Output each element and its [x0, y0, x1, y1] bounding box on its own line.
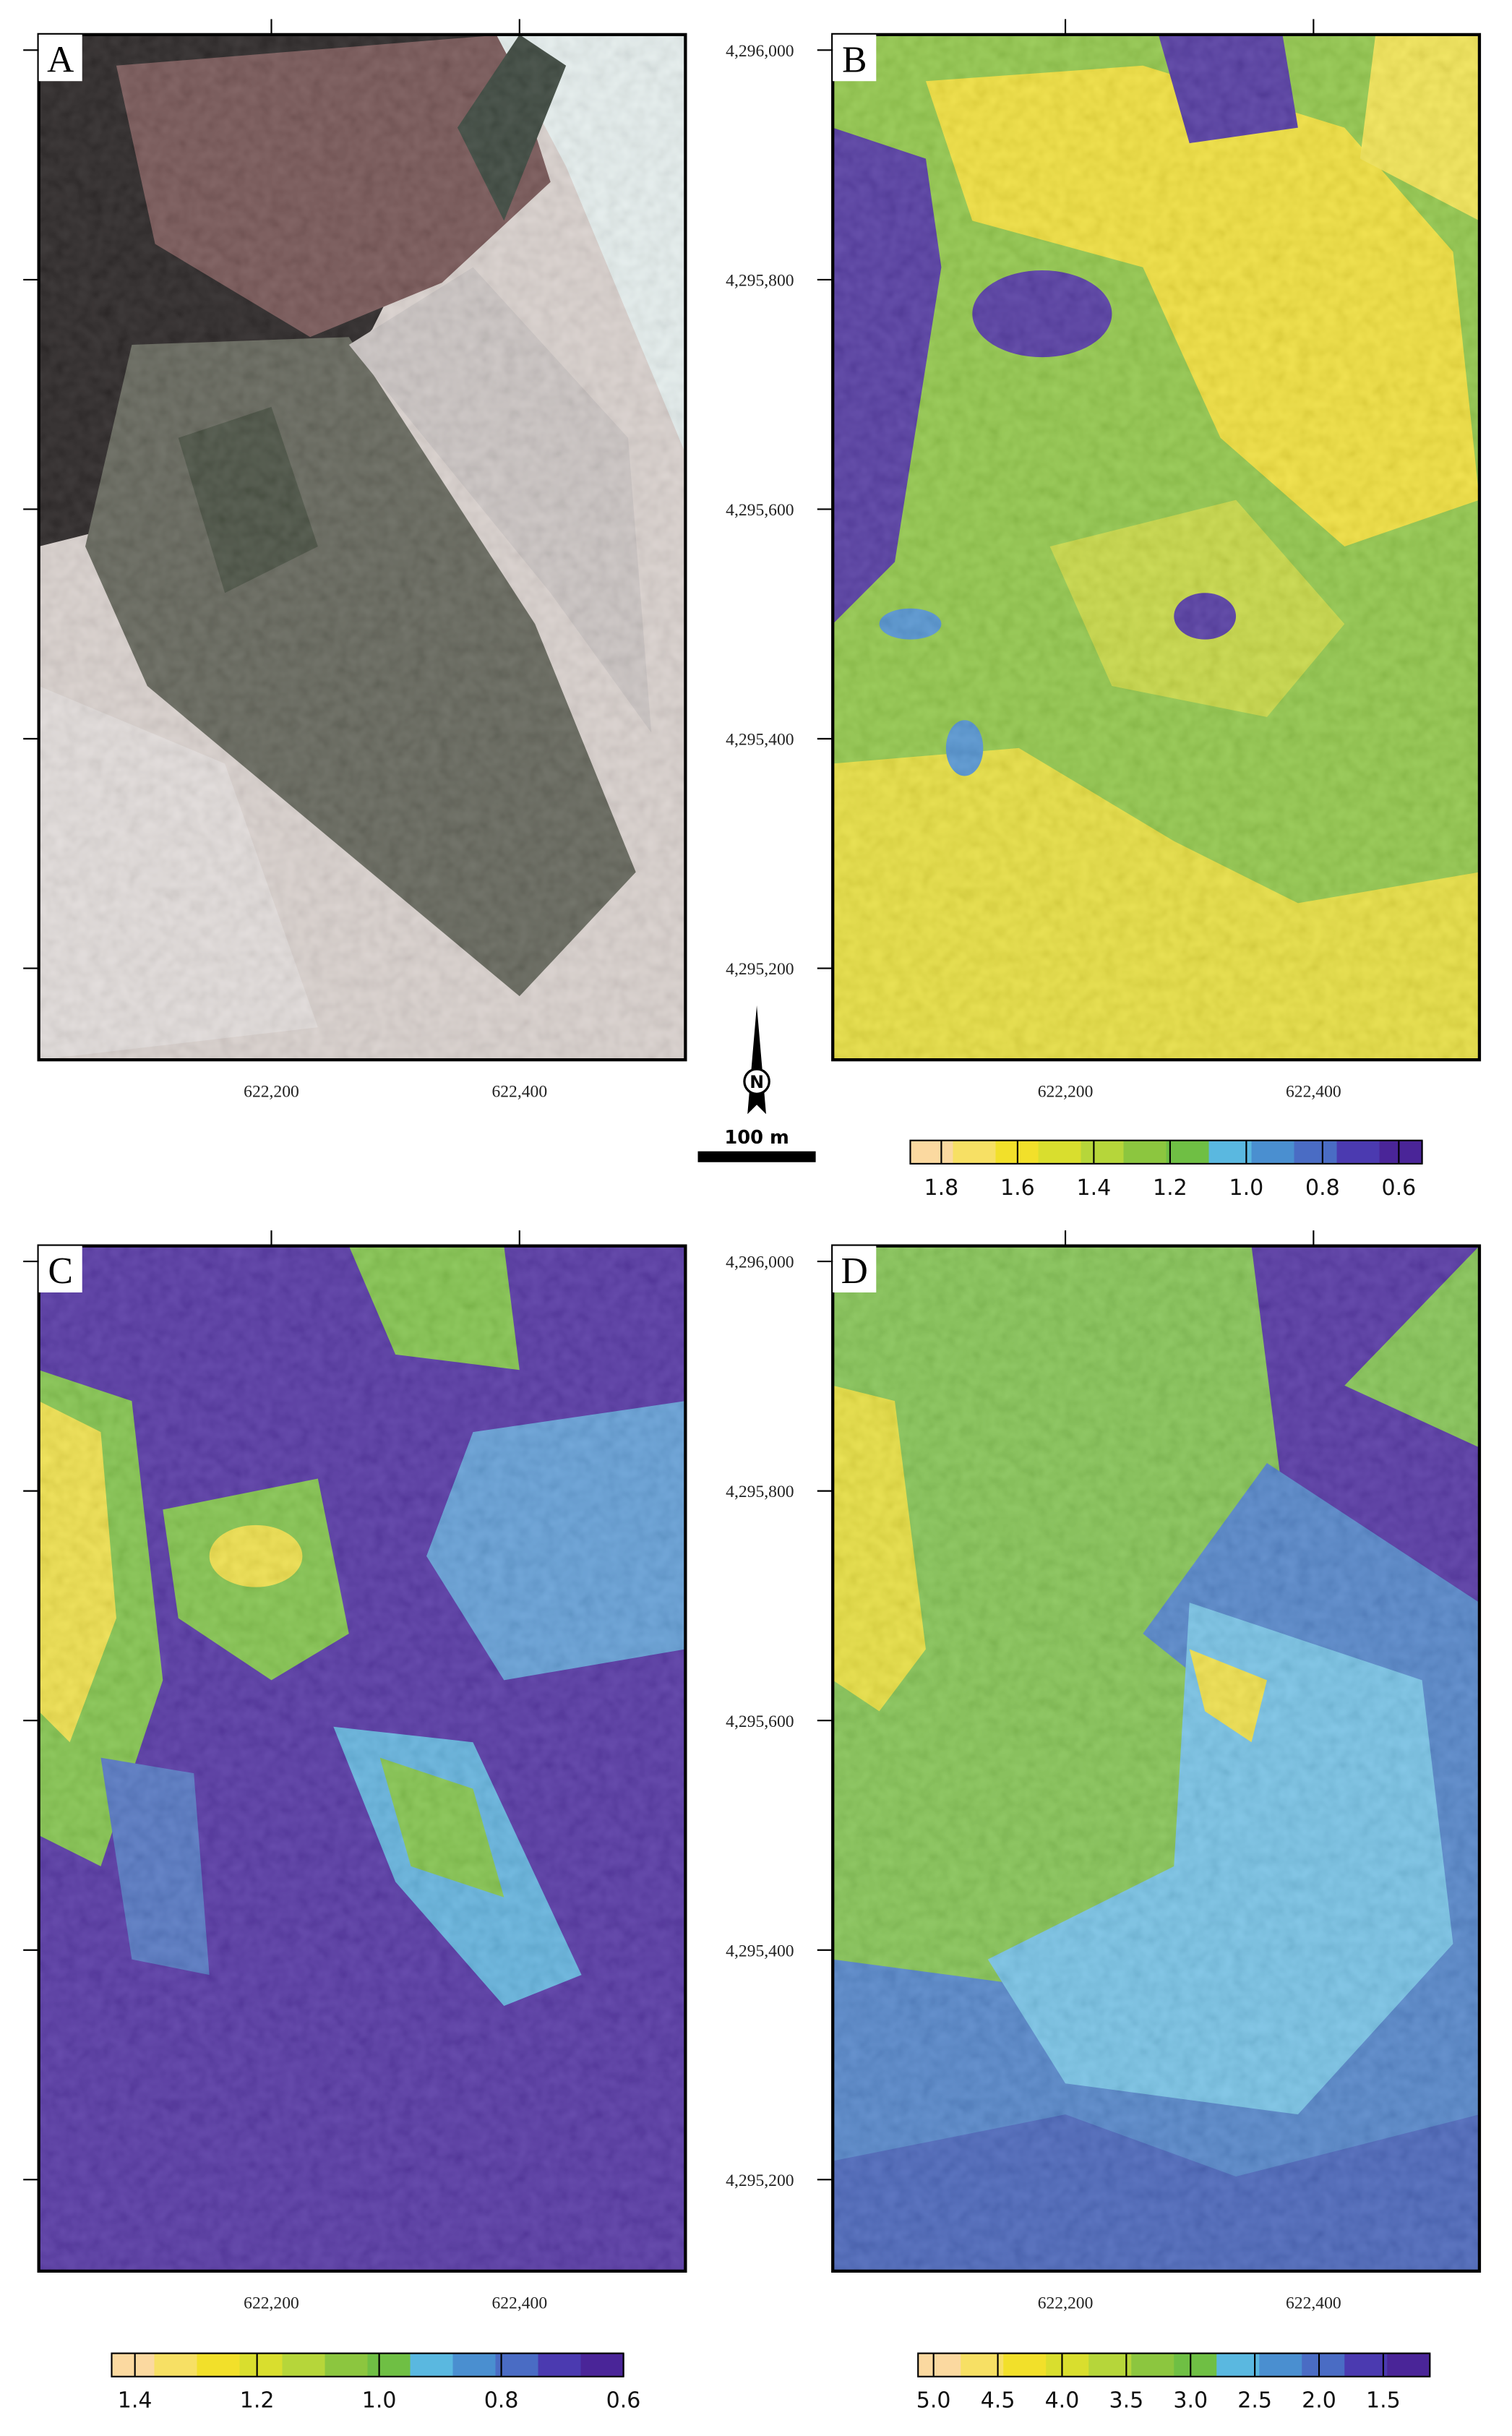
colorbar-swatch	[1131, 2353, 1175, 2377]
north-arrow	[747, 1005, 766, 1115]
map-d	[833, 1245, 1479, 2271]
scale-bar	[697, 1151, 816, 1162]
colorbar-swatch	[452, 2353, 497, 2377]
y-tick-label: 4,295,800	[726, 1483, 794, 1501]
colorbar-swatch	[538, 2353, 582, 2377]
colorbar-swatch	[1038, 1140, 1082, 1164]
colorbar-label: 1.2	[1153, 1175, 1187, 1201]
colorbar-swatch	[197, 2353, 241, 2377]
map-frame	[37, 1244, 687, 2273]
colorbar-label: 3.0	[1173, 2388, 1208, 2414]
north-label: N	[749, 1072, 764, 1092]
colorbar-swatch	[1081, 1140, 1125, 1164]
panel-label-box	[38, 34, 82, 82]
colorbar-swatch	[367, 2353, 411, 2377]
colorbar-swatch	[1259, 2353, 1303, 2377]
x-tick-label: 622,400	[1286, 2294, 1341, 2312]
panel-label: B	[842, 39, 867, 80]
colorbar-swatch	[1302, 2353, 1346, 2377]
scale-bar-label: 100 m	[724, 1127, 789, 1149]
map-a	[38, 34, 686, 1060]
map-frame	[831, 33, 1482, 1062]
colorbar-label: 0.6	[1381, 1175, 1416, 1201]
y-tick-label: 4,295,400	[726, 731, 794, 750]
y-tick-label: 4,295,200	[726, 960, 794, 979]
colorbar-swatch	[325, 2353, 369, 2377]
colorbar-swatch	[1166, 1140, 1210, 1164]
colorbar-frame	[909, 1139, 1423, 1165]
x-tick-label: 622,200	[1038, 2294, 1094, 2312]
panel-label-box	[38, 1245, 82, 1292]
colorbar-swatch	[910, 1140, 954, 1164]
panel-label: A	[47, 39, 74, 80]
colorbar-swatch	[154, 2353, 198, 2377]
colorbar-label: 1.2	[240, 2388, 275, 2414]
map-frame	[831, 1244, 1482, 2273]
colorbar-swatch	[580, 2353, 624, 2377]
colorbar-label: 2.5	[1237, 2388, 1272, 2414]
colorbar-swatch	[1336, 1140, 1380, 1164]
y-tick-label: 4,295,200	[726, 2171, 794, 2190]
x-tick-label: 622,200	[1038, 1083, 1094, 1102]
colorbar-swatch	[1344, 2353, 1388, 2377]
colorbar-swatch	[953, 1140, 997, 1164]
y-tick-label: 4,295,600	[726, 501, 794, 520]
colorbar-swatch	[1174, 2353, 1218, 2377]
panel-label: C	[48, 1251, 73, 1292]
x-tick-label: 622,400	[491, 2294, 547, 2312]
y-tick-label: 4,296,000	[726, 1253, 794, 1272]
x-tick-label: 622,200	[244, 2294, 299, 2312]
panel-label-box	[833, 34, 877, 82]
colorbar-swatch	[1387, 2353, 1431, 2377]
colorbar-frame	[917, 2352, 1431, 2377]
colorbar-label: 1.4	[1077, 1175, 1112, 1201]
colorbar-label: 1.6	[1000, 1175, 1035, 1201]
colorbar-swatch	[1003, 2353, 1047, 2377]
y-tick-label: 4,295,400	[726, 1942, 794, 1960]
y-tick-label: 4,296,000	[726, 42, 794, 61]
panel-label-box	[833, 1245, 877, 1292]
colorbar-label: 1.8	[924, 1175, 959, 1201]
x-tick-label: 622,400	[1286, 1083, 1341, 1102]
colorbar-swatch	[495, 2353, 539, 2377]
colorbar-swatch	[282, 2353, 326, 2377]
colorbar-swatch	[1251, 1140, 1295, 1164]
x-tick-label: 622,400	[491, 1083, 547, 1102]
y-tick-label: 4,295,800	[726, 271, 794, 290]
colorbar-swatch	[410, 2353, 454, 2377]
colorbar-swatch	[1123, 1140, 1167, 1164]
colorbar-swatch	[1208, 1140, 1253, 1164]
colorbar-swatch	[1216, 2353, 1260, 2377]
colorbar-label: 1.0	[1229, 1175, 1264, 1201]
colorbar-label: 4.0	[1045, 2388, 1080, 2414]
north-circle	[743, 1068, 770, 1095]
colorbar-label: 3.5	[1109, 2388, 1143, 2414]
colorbar-swatch	[239, 2353, 283, 2377]
panel-label: D	[841, 1251, 868, 1292]
colorbar-label: 1.4	[118, 2388, 153, 2414]
colorbar-label: 4.5	[981, 2388, 1015, 2414]
map-c	[38, 1245, 686, 2271]
colorbar-swatch	[1046, 2353, 1090, 2377]
colorbar-label: 0.8	[484, 2388, 519, 2414]
colorbar-swatch	[1379, 1140, 1423, 1164]
colorbar-label: 1.0	[362, 2388, 397, 2414]
colorbar-label: 0.6	[606, 2388, 641, 2414]
colorbar-label: 0.8	[1305, 1175, 1340, 1201]
colorbar-swatch	[1088, 2353, 1133, 2377]
colorbar-label: 5.0	[916, 2388, 951, 2414]
colorbar-swatch	[111, 2353, 155, 2377]
colorbar-swatch	[918, 2353, 962, 2377]
y-tick-label: 4,295,600	[726, 1712, 794, 1731]
colorbar-label: 2.0	[1302, 2388, 1336, 2414]
colorbar-label: 1.5	[1366, 2388, 1401, 2414]
map-frame	[37, 33, 687, 1062]
x-tick-label: 622,200	[244, 1083, 299, 1102]
map-b	[833, 34, 1479, 1060]
colorbar-swatch	[961, 2353, 1005, 2377]
colorbar-swatch	[1294, 1140, 1338, 1164]
